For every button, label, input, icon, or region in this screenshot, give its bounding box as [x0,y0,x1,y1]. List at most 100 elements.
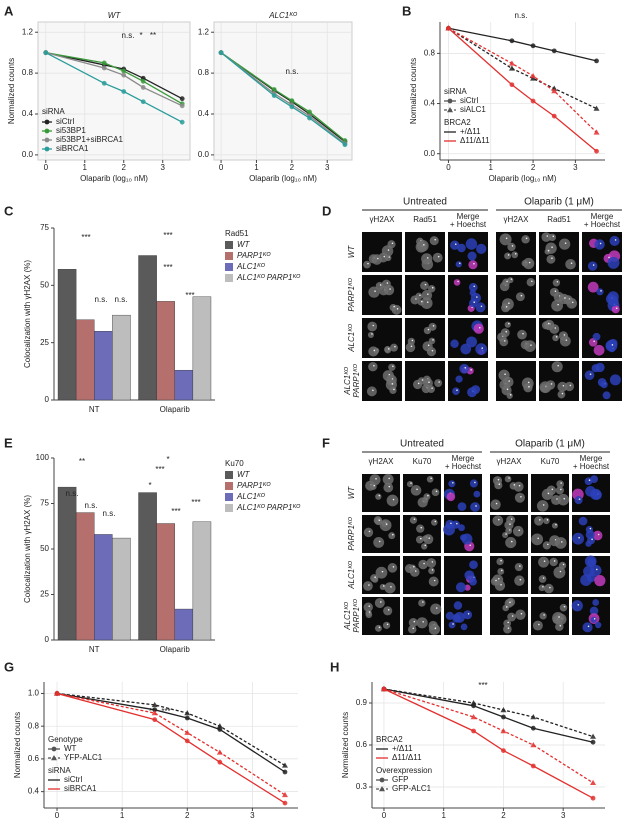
focus [420,526,423,529]
focus [437,255,440,258]
focus [615,307,618,310]
focus [367,262,369,265]
data-point [271,93,277,98]
nucleus [457,502,467,511]
nucleus [450,240,460,250]
bar [138,255,157,401]
data-point [590,779,597,785]
data-point [54,690,61,696]
annotation: n.s. [66,489,79,498]
data-point [43,50,49,56]
focus [412,627,415,630]
legend-title: siRNA [444,87,467,96]
focus [522,332,524,335]
nucleus [552,279,561,287]
x-tick-label: NT [89,645,100,654]
nucleus [430,603,442,615]
focus [389,288,391,290]
annotation: n.s. [103,509,116,518]
panel-label: A [4,3,14,18]
focus [560,488,562,491]
legend-label: YFP-ALC1 [64,753,103,762]
focus [530,344,532,346]
y-tick-label: 0.9 [356,698,368,707]
focus [557,364,559,367]
condition-header: Olaparib (1 μM) [515,439,585,450]
nucleus [531,533,544,546]
focus [381,570,384,573]
nucleus [590,488,602,500]
channel-label: γH2AX [497,457,523,466]
legend-title: siRNA [48,766,71,775]
annotation: * [139,31,142,40]
chart-title: WT [108,11,122,20]
legend-title: Ku70 [225,459,244,468]
nucleus [373,536,385,548]
nucleus [455,261,462,268]
focus [417,382,420,385]
data-point [271,87,277,92]
nucleus [434,379,443,387]
nucleus [470,502,480,512]
data-point [307,115,312,121]
channel-label: Merge [591,212,614,221]
focus [387,249,390,251]
nucleus [429,236,439,246]
focus [424,283,427,286]
panel-label: E [4,435,13,450]
nucleus [381,279,391,289]
nucleus [496,557,504,566]
focus [392,365,394,368]
nucleus [367,331,375,338]
focus [473,285,476,288]
focus [578,498,581,500]
legend-label: siBRCA1 [56,144,89,153]
nucleus [515,609,526,620]
nucleus [501,303,511,313]
channel-label: Ku70 [413,457,432,466]
bar [112,314,131,401]
nucleus [365,609,372,617]
nucleus [459,363,470,374]
focus [372,389,374,392]
focus [422,620,424,623]
panel-label: G [4,659,14,674]
focus [549,586,551,589]
data-point [184,738,190,744]
focus [558,616,560,618]
nucleus [389,343,398,352]
nucleus [426,475,434,483]
data-point [152,717,158,723]
focus [562,563,565,566]
legend-marker [44,146,50,152]
focus [387,609,390,611]
y-tick-label: 100 [36,453,50,462]
focus [393,388,395,391]
x-tick-label: 2 [185,811,190,820]
nucleus [502,604,510,612]
annotation: *** [185,291,194,300]
plot-background [37,21,191,161]
row-label: WT [347,245,356,259]
legend-swatch [225,263,233,271]
focus [508,380,510,382]
nucleus [374,597,385,608]
focus [578,536,580,539]
data-point [140,78,146,84]
focus [424,544,427,547]
y-tick-label: 0.0 [22,150,34,159]
focus [560,482,562,484]
channel-label: + Hoechst [584,220,621,229]
focus [368,530,371,533]
data-point [184,715,190,721]
nucleus [526,278,536,287]
nucleus [504,520,514,530]
focus [525,237,528,240]
focus [432,339,434,341]
annotation: n.s. [122,31,135,40]
annotation: *** [478,681,487,690]
legend-label: +/Δ11 [460,127,481,136]
legend-swatch [225,482,233,490]
annotation: n.s. [286,67,299,76]
focus [377,257,379,260]
